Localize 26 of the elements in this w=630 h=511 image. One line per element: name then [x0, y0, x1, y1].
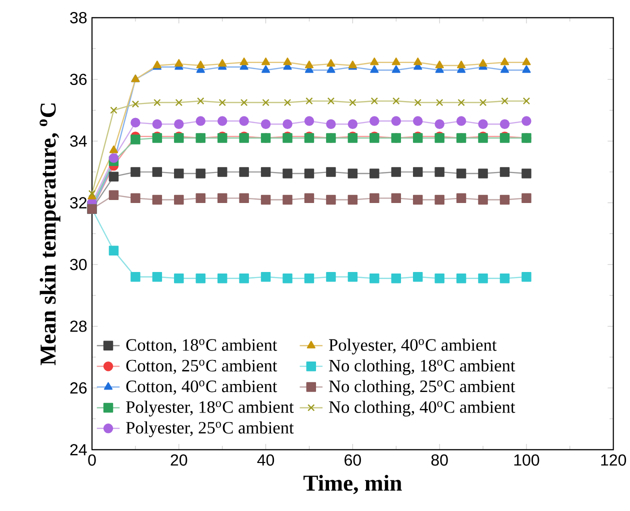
y-axis-title: Mean skin temperature, $^{o}$C [40, 104, 60, 366]
x-tick-label: 60 [344, 454, 361, 466]
legend-label: No clothing, 40$^{o}$C ambient [328, 400, 516, 416]
x-tick-label: 20 [170, 454, 188, 466]
x-tick-label: 120 [601, 454, 626, 466]
y-tick-label: 32 [70, 197, 86, 208]
y-tick-label: 24 [70, 444, 87, 456]
legend-label: Cotton, 40$^{o}$C ambient [126, 380, 278, 395]
y-tick-label: 34 [70, 135, 87, 147]
legend-label: No clothing, 18$^{o}$C ambient [328, 359, 516, 376]
y-tick-label: 38 [70, 12, 87, 24]
legend-label: Cotton, 25$^{o}$C ambient [126, 359, 278, 374]
legend-label: No clothing, 25$^{o}$C ambient [328, 380, 516, 396]
x-tick-label: 40 [257, 454, 274, 466]
x-axis-title: Time, min [303, 474, 402, 494]
legend-label: Polyester, 18$^{o}$C ambient [126, 400, 294, 416]
y-tick-label: 26 [70, 382, 87, 394]
y-tick-label: 30 [70, 258, 87, 270]
x-tick-label: 0 [88, 454, 96, 466]
legend-label: Polyester, 40$^{o}$C ambient [328, 338, 497, 354]
x-tick-label: 100 [514, 454, 540, 466]
legend-label: Polyester, 25$^{o}$C ambient [126, 421, 294, 438]
x-tick-label: 80 [431, 454, 448, 466]
y-tick-label: 28 [70, 320, 87, 332]
y-tick-label: 36 [70, 74, 87, 86]
legend-label: Cotton, 18$^{o}$C ambient [126, 338, 278, 354]
